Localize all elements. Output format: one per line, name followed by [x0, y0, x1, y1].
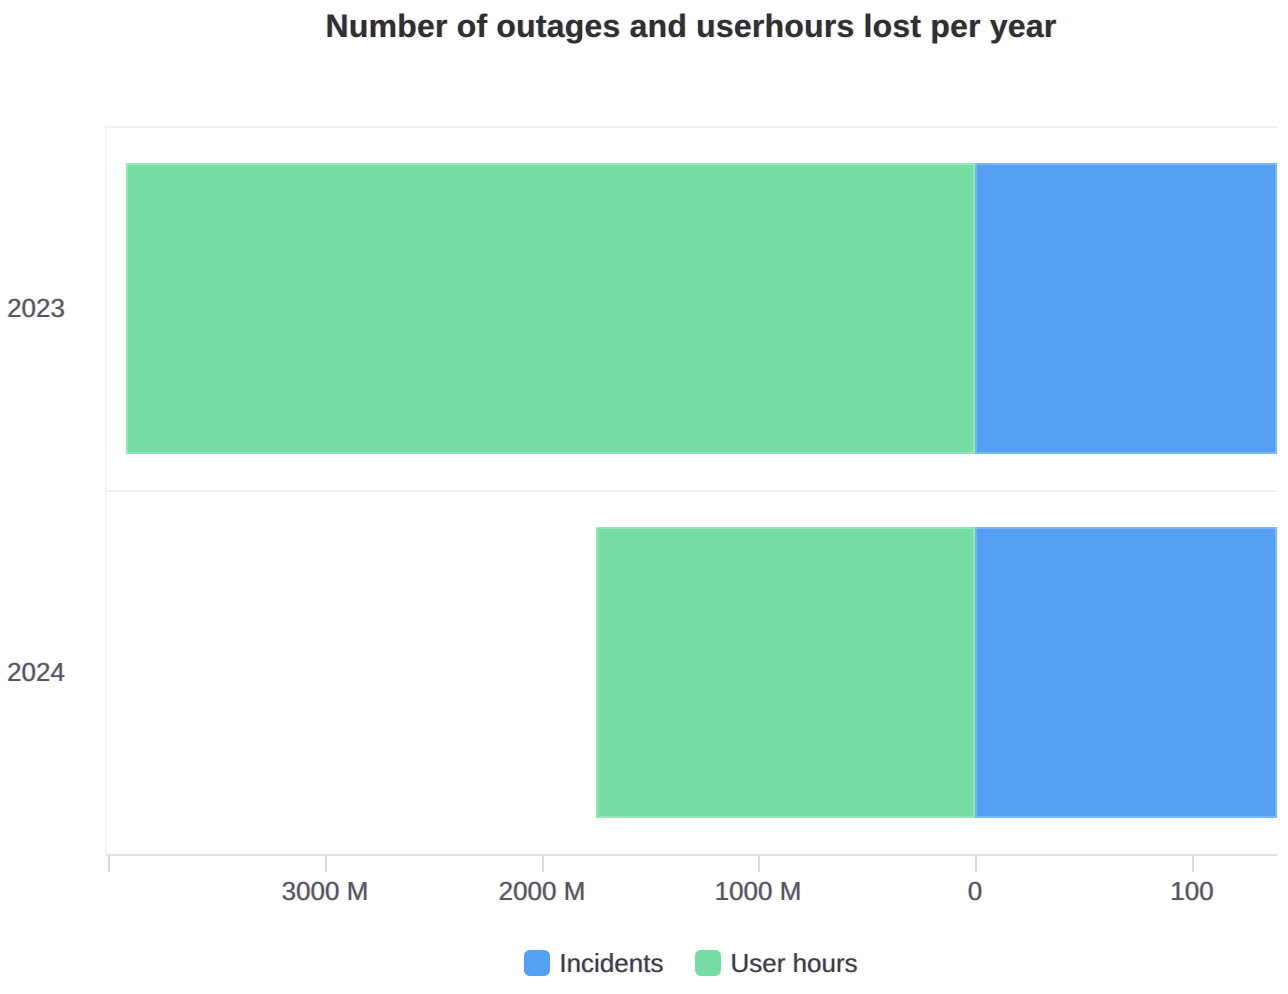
bar-incidents-2023[interactable]: [975, 163, 1277, 454]
legend-label-incidents: Incidents: [559, 948, 664, 978]
x-tick-2000m-label: 2000 M: [498, 876, 586, 906]
x-tick-0m-label: 0: [967, 876, 983, 906]
chart-title: Number of outages and userhours lost per…: [325, 8, 1057, 44]
x-tick-0m-mark: [975, 856, 977, 872]
x-tick-1000m-mark: [758, 856, 760, 872]
x-tick-100-incidents-mark: [1192, 856, 1194, 872]
grid-split-line-middle: [105, 490, 1277, 492]
legend-label-user-hours: User hours: [730, 948, 858, 978]
y-axis-label-2024: 2024: [7, 657, 65, 687]
legend-item-incidents[interactable]: Incidents: [524, 950, 663, 976]
bar-incidents-2024[interactable]: [975, 527, 1277, 818]
y-axis-line: [105, 126, 107, 856]
x-tick-3000m-label: 3000 M: [281, 876, 369, 906]
x-tick-2000m-mark: [542, 856, 544, 872]
x-tick-3000m-mark: [325, 856, 327, 872]
x-tick-4000m-mark: [108, 856, 110, 872]
legend-swatch-incidents-icon: [524, 950, 551, 976]
legend: Incidents User hours: [105, 946, 1277, 980]
x-tick-1000m-label: 1000 M: [714, 876, 802, 906]
x-axis-line: [105, 854, 1277, 856]
y-axis-label-2023: 2023: [7, 293, 65, 323]
x-tick-100-incidents-label: 100: [1170, 876, 1214, 906]
bar-user-hours-2024[interactable]: [595, 527, 975, 818]
grid-split-line-top: [105, 126, 1277, 128]
legend-swatch-user-hours-icon: [695, 950, 722, 976]
bar-user-hours-2023[interactable]: [125, 163, 975, 454]
legend-item-user-hours[interactable]: User hours: [695, 948, 858, 978]
